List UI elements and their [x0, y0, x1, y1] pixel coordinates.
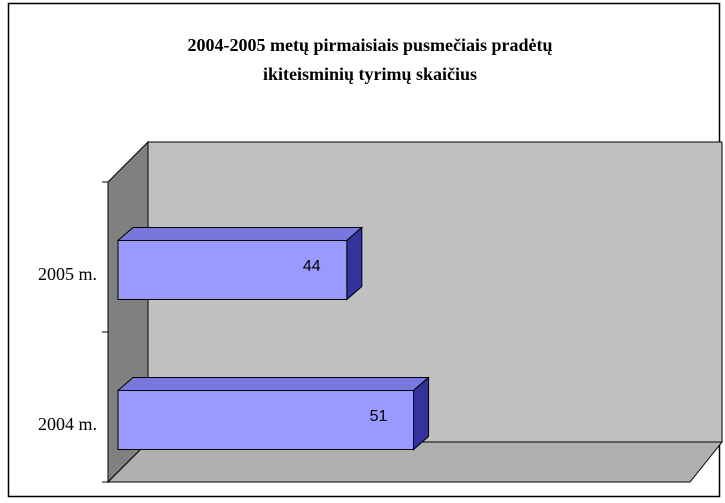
bar-side — [413, 376, 430, 451]
y-tick-label: 2004 m. — [38, 414, 97, 434]
bar — [117, 240, 348, 300]
floor — [106, 441, 724, 483]
data-label: 44 — [303, 258, 321, 275]
bar-top — [116, 227, 364, 241]
bar-top — [116, 377, 430, 391]
bar-side — [346, 226, 363, 301]
chart-title: 2004-2005 metų pirmaisiais pusmečiais pr… — [187, 35, 552, 55]
chart-title: ikiteisminių tyrimų skaičius — [263, 64, 477, 84]
data-label: 51 — [370, 408, 388, 425]
y-tick-label: 2005 m. — [38, 264, 97, 284]
bar — [117, 390, 415, 450]
